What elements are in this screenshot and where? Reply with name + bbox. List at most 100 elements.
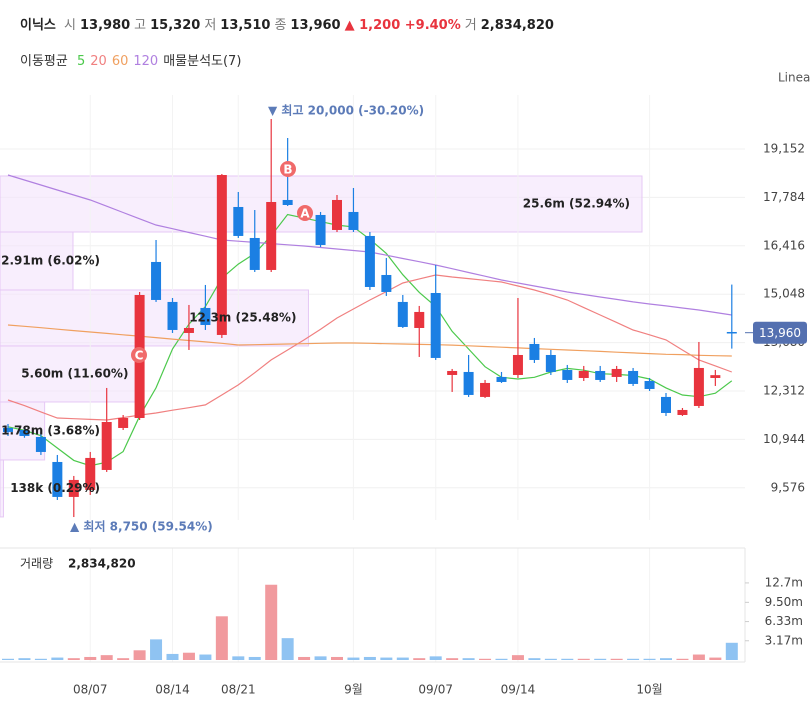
candle-body	[512, 354, 523, 375]
volume-bar	[643, 658, 656, 660]
volume-bar	[298, 656, 311, 660]
volume-bar	[199, 654, 212, 660]
candle-body	[183, 327, 194, 333]
volume-bar	[347, 657, 360, 660]
profile-label: 138k (0.29%)	[10, 481, 100, 495]
x-tick-label: 08/21	[221, 683, 256, 697]
profile-label: 1.78m (3.68%)	[1, 423, 100, 437]
y-tick-label: 12,312	[763, 383, 805, 397]
candle-body	[167, 301, 178, 330]
change: ▲ 1,200 +9.40%	[344, 18, 461, 33]
volume-bar	[363, 656, 376, 660]
ma-line	[7, 274, 733, 421]
candle-body	[282, 199, 293, 206]
ma-line	[7, 324, 732, 357]
legend-entry: 120	[133, 54, 159, 69]
volume-bar	[627, 658, 640, 660]
marker-label: B	[283, 163, 292, 177]
x-tick-label: 08/07	[73, 683, 108, 697]
y-tick-label: 10,944	[763, 432, 805, 446]
y-tick-label: 17,784	[763, 190, 805, 204]
candle-body	[447, 370, 458, 375]
legend-entry: 20	[90, 54, 107, 69]
candle-body	[397, 301, 408, 327]
candle-body	[463, 371, 474, 395]
field-label: 시	[64, 18, 76, 33]
header: 이닉스 시 13,980 고 15,320 저 13,510 종 13,960 ▲ 1,200 …	[20, 14, 558, 33]
volume-bar	[660, 658, 672, 660]
candle-body	[249, 237, 260, 270]
volume-bar	[479, 658, 492, 660]
field-value: 13,510	[220, 18, 271, 33]
volume-bar	[511, 655, 524, 660]
profile-title: 매물분석도(7)	[163, 54, 242, 69]
profile-label: 5.60m (11.60%)	[21, 366, 128, 380]
x-tick-label: 09/14	[501, 683, 536, 697]
volume-bar	[117, 658, 130, 660]
legend: 이동평균 5 20 60 120 매물분석도(7)	[20, 50, 246, 69]
candle-body	[315, 214, 326, 245]
candle-body	[480, 382, 491, 397]
y-tick-label: 16,416	[763, 238, 805, 252]
scale-label: Linea	[778, 71, 810, 85]
candle-body	[562, 369, 573, 380]
field-value: 2,834,820	[480, 18, 554, 33]
profile-label: 12.3m (25.48%)	[189, 310, 296, 324]
legend-entry: 60	[111, 54, 129, 69]
candle-body	[85, 457, 96, 490]
candle-body	[35, 436, 46, 452]
candle-body	[644, 380, 655, 389]
candle-body	[414, 311, 425, 328]
volume-title: 거래량	[20, 557, 53, 571]
volume-bar	[331, 656, 343, 660]
volume-bar	[182, 652, 195, 660]
candle-body	[496, 376, 507, 382]
candle-body	[595, 370, 606, 380]
volume-bar	[396, 657, 409, 660]
volume-bar	[692, 654, 705, 660]
candle-body	[118, 417, 129, 428]
volume-bar	[594, 658, 607, 660]
volume-bar	[232, 656, 245, 660]
candle-body	[332, 199, 342, 230]
candle-body	[3, 427, 13, 432]
field-label: 저	[204, 18, 217, 33]
y-tick-label: 3.17m	[765, 633, 803, 647]
volume-bar	[725, 642, 738, 660]
candle-body	[151, 261, 162, 300]
volume-bar	[215, 616, 228, 660]
volume-bar	[150, 639, 163, 660]
x-tick-label: 10월	[636, 683, 662, 697]
candle-body	[578, 370, 589, 378]
x-tick-label: 9월	[344, 683, 363, 697]
candle-body	[19, 429, 30, 437]
candle-body	[545, 354, 556, 372]
volume-bar	[528, 658, 541, 660]
candle-body	[348, 211, 359, 230]
volume-bar	[18, 658, 31, 660]
candle-body	[52, 461, 63, 497]
volume-bar	[67, 658, 80, 660]
volume-bar	[462, 658, 475, 660]
volume-bar	[166, 653, 179, 660]
volume-bar	[34, 658, 47, 660]
profile-label: 2.91m (6.02%)	[1, 253, 100, 267]
candle-body	[430, 292, 441, 358]
candle-body	[381, 274, 392, 292]
price-tag	[753, 321, 807, 344]
field-label: 고	[134, 18, 147, 33]
volume-bar	[709, 657, 722, 660]
candle-body	[628, 370, 639, 384]
profile-bar	[0, 231, 74, 291]
candle-body	[68, 479, 79, 497]
marker-label: A	[300, 207, 310, 221]
volume-bar	[265, 584, 278, 660]
legend-title: 이동평균	[20, 54, 68, 69]
volume-bar	[561, 658, 574, 660]
candle-body	[726, 331, 737, 334]
x-tick-label: 08/14	[155, 683, 190, 697]
volume-bar	[281, 638, 294, 660]
volume-bar	[133, 650, 146, 660]
